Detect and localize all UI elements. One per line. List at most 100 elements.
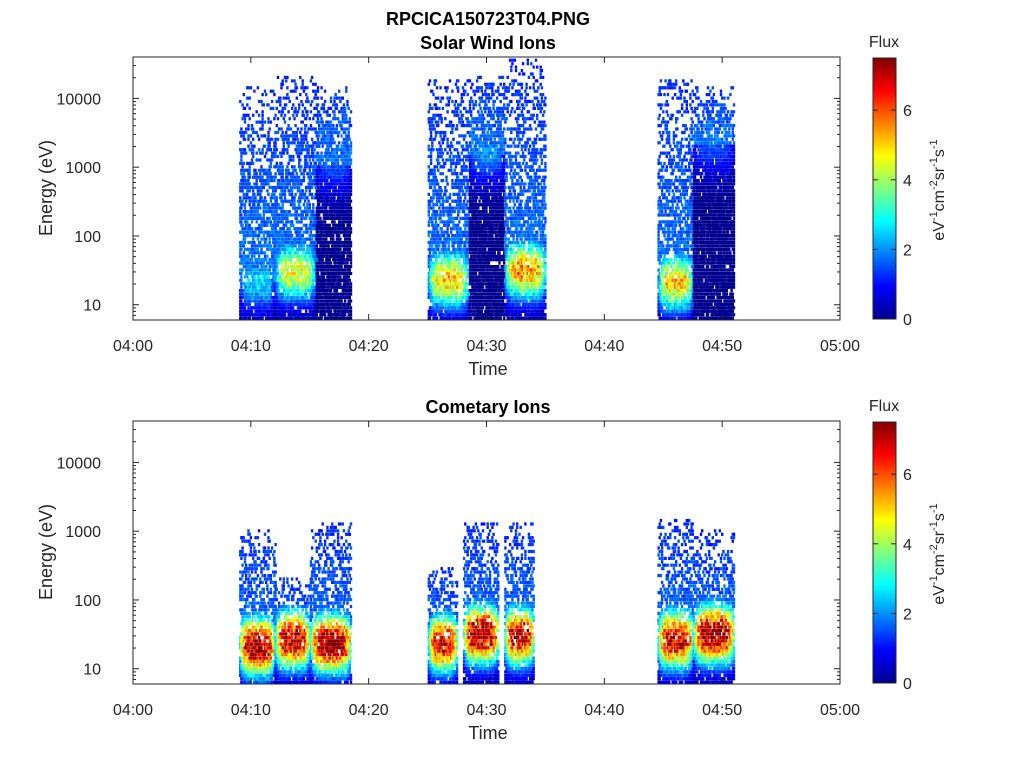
heatmap-cell [349, 141, 353, 145]
heatmap-cell [457, 271, 460, 276]
heatmap-cell [296, 292, 300, 296]
heatmap-cell [327, 199, 330, 203]
heatmap-cell [446, 261, 449, 265]
heatmap-cell [468, 79, 472, 83]
heatmap-cell [262, 309, 265, 313]
heatmap-cell [244, 127, 248, 131]
heatmap-cell [459, 282, 462, 286]
heatmap-cell [286, 185, 289, 190]
heatmap-cell [343, 158, 347, 162]
heatmap-cell [274, 251, 277, 255]
heatmap-cell [340, 165, 343, 169]
heatmap-cell [241, 227, 244, 231]
heatmap-cell [310, 295, 314, 300]
heatmap-cell [328, 278, 331, 282]
heatmap-cell [441, 203, 445, 207]
heatmap-cell [442, 275, 446, 279]
heatmap-cell [312, 206, 315, 210]
heatmap-cell [279, 172, 282, 176]
heatmap-cell [438, 106, 441, 110]
heatmap-cell [459, 254, 462, 258]
heatmap-cell [460, 151, 463, 155]
heatmap-cell [332, 302, 335, 306]
heatmap-cell [427, 234, 430, 238]
heatmap-cell [450, 120, 453, 124]
heatmap-cell [241, 117, 244, 121]
heatmap-cell [435, 148, 439, 152]
heatmap-cell [349, 313, 353, 317]
heatmap-cell [294, 275, 297, 279]
heatmap-cell [250, 124, 254, 128]
heatmap-cell [462, 258, 466, 262]
heatmap-cell [272, 89, 275, 93]
heatmap-cell [336, 161, 340, 165]
heatmap-cell [257, 271, 261, 276]
heatmap-cell [462, 199, 466, 203]
heatmap-cell [438, 265, 441, 269]
heatmap-cell [442, 199, 446, 203]
heatmap-cell [256, 285, 260, 289]
heatmap-cell [248, 175, 251, 179]
heatmap-cell [241, 223, 244, 227]
heatmap-cell [255, 151, 258, 155]
heatmap-cell [263, 168, 267, 172]
heatmap-cell [435, 86, 439, 90]
heatmap-cell [274, 282, 277, 286]
heatmap-cell [327, 196, 330, 200]
heatmap-cell [244, 185, 248, 190]
heatmap-cell [277, 316, 281, 320]
heatmap-cell [448, 148, 452, 152]
heatmap-cell [343, 306, 347, 310]
heatmap-cell [457, 103, 460, 107]
heatmap-cell [263, 254, 267, 258]
heatmap-cell [338, 130, 341, 135]
heatmap-cell [281, 265, 284, 269]
heatmap-cell [466, 117, 469, 121]
heatmap-cell [282, 199, 285, 203]
heatmap-cell [310, 144, 314, 148]
heatmap-cell [455, 292, 459, 296]
heatmap-cell [460, 124, 463, 128]
heatmap-cell [326, 110, 329, 114]
heatmap-cell [333, 196, 336, 200]
heatmap-cell [470, 110, 473, 114]
heatmap-cell [431, 172, 434, 176]
heatmap-cell [434, 134, 438, 138]
heatmap-cell [298, 148, 301, 152]
heatmap-cell [257, 309, 261, 313]
heatmap-cell [274, 265, 277, 269]
heatmap-cell [277, 230, 281, 234]
heatmap-cell [455, 154, 459, 159]
heatmap-cell [455, 258, 459, 262]
heatmap-cell [447, 292, 450, 296]
heatmap-cell [444, 258, 447, 262]
heatmap-cell [250, 299, 254, 303]
heatmap-cell [299, 206, 302, 210]
heatmap-cell [293, 203, 296, 207]
heatmap-cell [460, 299, 463, 303]
heatmap-cell [295, 237, 298, 241]
heatmap-cell [305, 134, 308, 138]
heatmap-cell [341, 141, 344, 145]
heatmap-cell [429, 216, 433, 220]
heatmap-cell [270, 179, 274, 183]
heatmap-cell [294, 192, 297, 196]
heatmap-cell [444, 148, 447, 152]
heatmap-cell [300, 151, 303, 155]
heatmap-cell [279, 278, 282, 282]
heatmap-cell [267, 192, 270, 196]
heatmap-cell [286, 175, 289, 179]
heatmap-cell [429, 179, 433, 183]
heatmap-cell [328, 247, 331, 251]
heatmap-cell [453, 154, 456, 159]
heatmap-cell [429, 120, 433, 124]
heatmap-cell [250, 206, 254, 210]
heatmap-cell [327, 316, 330, 320]
heatmap-cell [342, 151, 346, 155]
heatmap-cell [275, 265, 278, 269]
heatmap-cell [315, 106, 318, 110]
heatmap-cell [292, 172, 295, 176]
heatmap-cell [458, 117, 461, 121]
heatmap-cell [445, 189, 448, 193]
heatmap-cell [241, 240, 244, 245]
